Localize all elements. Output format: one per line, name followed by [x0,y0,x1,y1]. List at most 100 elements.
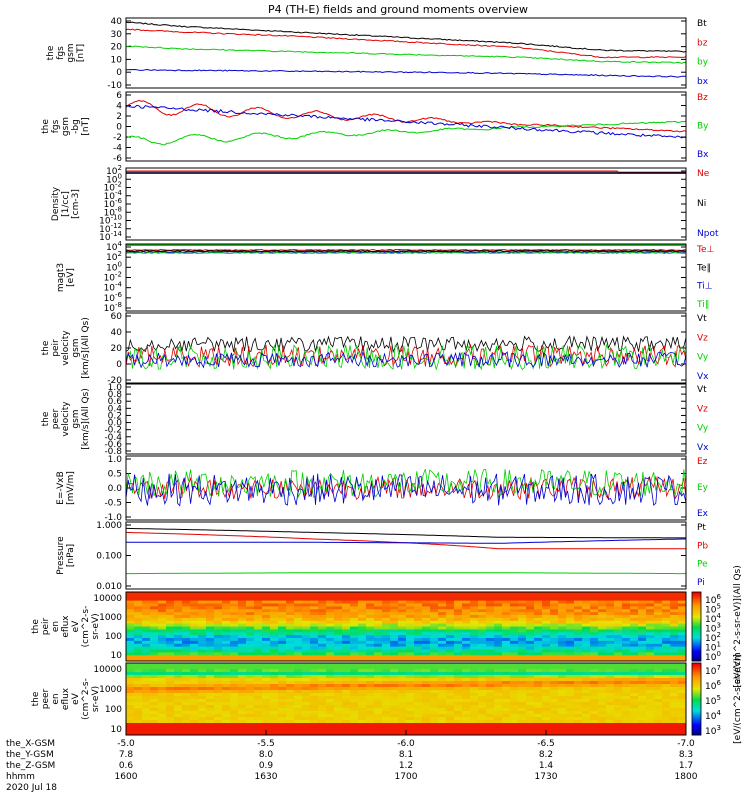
heatmap-cell [646,606,655,610]
heatmap-cell [158,672,167,676]
heatmap-cell [334,723,343,727]
heatmap-cell [262,655,271,659]
heatmap-cell [510,635,519,639]
heatmap-cell [326,696,335,700]
heatmap-cell [526,666,535,670]
heatmap-cell [174,729,183,733]
heatmap-cell [470,711,479,715]
heatmap-cell [206,702,215,706]
heatmap-cell [622,643,631,648]
heatmap-cell [182,669,191,673]
heatmap-cell [254,684,263,688]
heatmap-cell [574,711,583,715]
heatmap-cell [462,711,471,715]
heatmap-cell [518,714,527,718]
heatmap-cell [342,646,351,651]
heatmap-cell [238,729,247,733]
heatmap-cell [670,603,679,607]
heatmap-cell [166,714,175,718]
heatmap-cell [206,632,215,636]
heatmap-cell [542,693,551,697]
heatmap-cell [510,672,519,676]
heatmap-cell [638,658,647,661]
heatmap-cell [294,717,303,721]
heatmap-cell [182,632,191,636]
heatmap-cell [270,640,279,645]
heatmap-cell [374,690,383,694]
heatmap-cell [310,658,319,661]
heatmap-cell [214,666,223,670]
heatmap-cell [318,612,327,616]
ytick-label: 0.4 [108,404,123,414]
heatmap-cell [454,594,463,599]
heatmap-cell [358,693,367,697]
heatmap-cell [446,638,455,642]
heatmap-cell [510,638,519,642]
heatmap-cell [414,723,423,727]
ylabel-line: [nT] [81,117,91,135]
heatmap-cell [294,640,303,645]
heatmap-cell [614,681,623,685]
heatmap-cell [590,626,599,630]
heatmap-cell [198,669,207,673]
heatmap-cell [574,684,583,688]
heatmap-cell [158,720,167,724]
heatmap-cell [334,592,343,596]
heatmap-cell [198,594,207,599]
series-bz [126,28,686,59]
legend-Pt: Pt [697,523,706,533]
heatmap-cell [278,615,287,619]
heatmap-cell [630,626,639,630]
heatmap-cell [214,620,223,625]
heatmap-cell [422,705,431,709]
heatmap-cell [550,696,559,700]
heatmap-cell [334,643,343,648]
heatmap-cell [310,666,319,670]
heatmap-cell [302,666,311,670]
heatmap-cell [558,714,567,718]
heatmap-cell [198,678,207,682]
heatmap-cell [238,696,247,700]
heatmap-cell [286,723,295,727]
heatmap-cell [142,612,151,616]
heatmap-cell [478,643,487,648]
heatmap-cell [550,612,559,616]
ylabel-line: [cm-3] [71,189,81,219]
heatmap-cell [318,597,327,602]
heatmap-cell [470,623,479,628]
heatmap-cell [214,632,223,636]
heatmap-cell [678,729,686,733]
heatmap-cell [214,690,223,694]
heatmap-cell [406,729,415,733]
heatmap-cell [638,640,647,645]
heatmap-cell [198,717,207,721]
heatmap-cell [302,726,311,730]
heatmap-cell [430,702,439,706]
heatmap-cell [606,623,615,628]
heatmap-cell [446,620,455,625]
heatmap-cell [286,699,295,703]
heatmap-cell [214,597,223,602]
heatmap-cell [518,646,527,651]
heatmap-cell [430,603,439,607]
heatmap-cell [622,732,631,735]
heatmap-cell [486,609,495,613]
heatmap-cell [134,717,143,721]
heatmap-cell [158,666,167,670]
heatmap-cell [174,690,183,694]
heatmap-cell [670,711,679,715]
colorbar-cell [692,592,701,595]
heatmap-cell [598,658,607,661]
heatmap-cell [670,672,679,676]
heatmap-cell [326,681,335,685]
density-top-band [126,162,686,167]
heatmap-cell [526,720,535,724]
heatmap-cell [398,597,407,602]
heatmap-cell [590,658,599,661]
heatmap-cell [486,708,495,712]
heatmap-cell [566,675,575,679]
heatmap-cell [630,600,639,605]
heatmap-cell [534,693,543,697]
heatmap-cell [286,717,295,721]
